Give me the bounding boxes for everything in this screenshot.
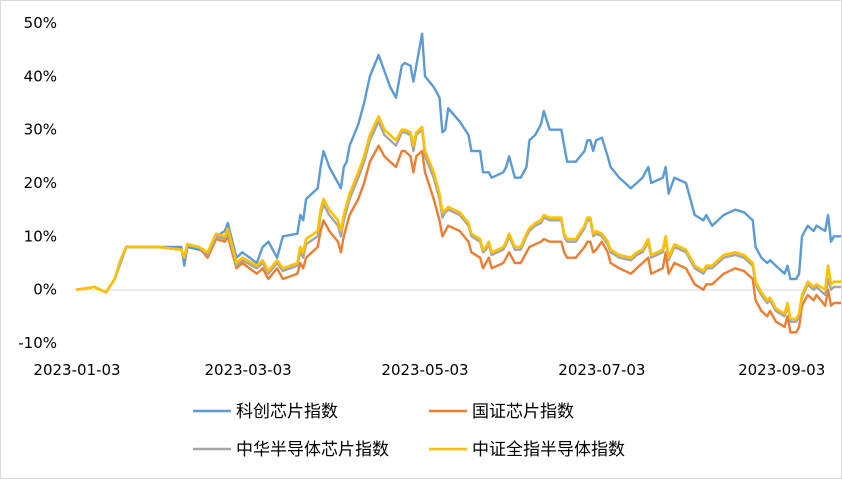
y-tick-label: 50% bbox=[24, 14, 57, 32]
y-tick-label: 0% bbox=[33, 281, 57, 299]
legend-item-1: 科创芯片指数 bbox=[193, 402, 338, 422]
x-tick-label: 2023-03-03 bbox=[205, 361, 292, 379]
legend-label: 国证芯片指数 bbox=[472, 402, 574, 422]
y-tick-label: 20% bbox=[24, 174, 57, 192]
y-tick-label: 10% bbox=[24, 227, 57, 245]
x-axis: 2023-01-03 2023-03-03 2023-05-03 2023-07-03… bbox=[33, 289, 825, 379]
legend-label: 中证全指半导体指数 bbox=[472, 440, 625, 460]
legend-label: 科创芯片指数 bbox=[236, 402, 338, 422]
y-tick-label: 30% bbox=[24, 121, 57, 139]
y-axis: -10% 0% 10% 20% 30% 40% 50% bbox=[18, 14, 57, 352]
series-layer bbox=[75, 32, 842, 334]
legend-item-4: 中证全指半导体指数 bbox=[429, 440, 625, 460]
series-line-3 bbox=[75, 120, 842, 323]
legend-item-2: 国证芯片指数 bbox=[429, 402, 574, 422]
x-tick-label: 2023-05-03 bbox=[381, 361, 468, 379]
x-tick-label: 2023-09-03 bbox=[738, 361, 825, 379]
y-tick-label: -10% bbox=[18, 334, 57, 352]
series-line-4 bbox=[75, 115, 842, 321]
series-line-2 bbox=[75, 144, 842, 334]
x-tick-label: 2023-07-03 bbox=[558, 361, 645, 379]
legend-label: 中华半导体芯片指数 bbox=[236, 440, 389, 460]
legend-item-3: 中华半导体芯片指数 bbox=[193, 440, 389, 460]
y-tick-label: 40% bbox=[24, 67, 57, 85]
series-line-1 bbox=[75, 32, 842, 294]
x-tick-label: 2023-01-03 bbox=[33, 361, 120, 379]
